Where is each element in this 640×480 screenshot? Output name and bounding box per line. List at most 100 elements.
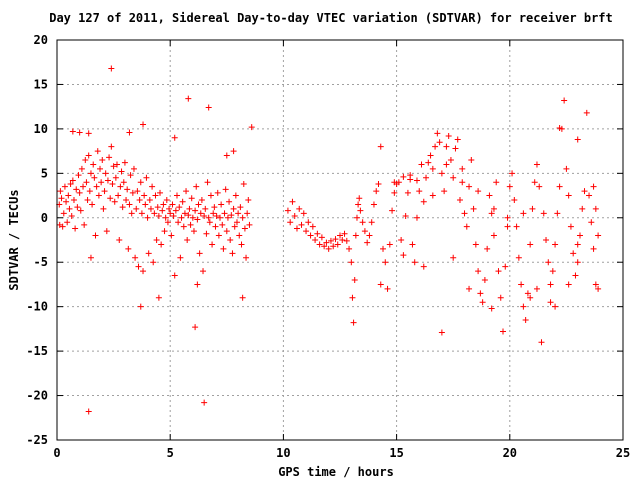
data-point bbox=[239, 214, 246, 221]
data-point bbox=[108, 143, 115, 150]
data-point bbox=[391, 179, 398, 186]
data-point bbox=[190, 228, 197, 235]
data-point bbox=[230, 205, 237, 212]
data-point bbox=[202, 205, 209, 212]
data-point bbox=[418, 161, 425, 168]
data-point bbox=[518, 281, 525, 288]
data-point bbox=[226, 198, 233, 205]
data-point bbox=[177, 254, 184, 261]
data-point bbox=[85, 152, 92, 159]
data-point bbox=[567, 223, 574, 230]
data-point bbox=[106, 154, 113, 161]
data-point bbox=[126, 129, 133, 136]
data-point bbox=[316, 241, 323, 248]
data-point bbox=[59, 223, 66, 230]
data-point bbox=[98, 179, 105, 186]
data-point bbox=[402, 213, 409, 219]
data-point bbox=[194, 216, 201, 223]
data-point bbox=[140, 268, 147, 275]
data-point bbox=[95, 192, 102, 199]
data-point bbox=[533, 161, 540, 168]
y-tick-label: -20 bbox=[26, 389, 48, 403]
data-point bbox=[107, 195, 114, 202]
data-point bbox=[87, 170, 94, 177]
data-point bbox=[490, 232, 497, 239]
data-point bbox=[141, 192, 148, 199]
data-point bbox=[155, 213, 162, 219]
data-point bbox=[89, 201, 96, 208]
data-point bbox=[454, 136, 461, 143]
data-point bbox=[132, 254, 139, 261]
data-point bbox=[332, 236, 339, 243]
data-point bbox=[210, 210, 217, 217]
data-point bbox=[140, 121, 147, 128]
data-point bbox=[103, 228, 110, 235]
data-point bbox=[466, 183, 473, 190]
data-point bbox=[438, 329, 445, 336]
data-point bbox=[429, 165, 436, 172]
data-point bbox=[420, 263, 427, 270]
data-point bbox=[513, 223, 520, 230]
data-point bbox=[83, 179, 90, 186]
data-point bbox=[76, 189, 83, 196]
data-point bbox=[172, 207, 179, 214]
data-point bbox=[181, 210, 188, 217]
data-point bbox=[123, 197, 130, 203]
data-point bbox=[289, 198, 296, 205]
data-point bbox=[58, 195, 65, 202]
data-point bbox=[80, 183, 87, 190]
data-point bbox=[171, 134, 178, 141]
data-point bbox=[204, 179, 211, 186]
data-point bbox=[92, 232, 99, 239]
data-point bbox=[130, 165, 137, 172]
data-point bbox=[72, 225, 79, 232]
y-tick-label: -10 bbox=[26, 300, 48, 314]
data-point bbox=[429, 192, 436, 199]
data-point bbox=[314, 230, 321, 237]
data-point bbox=[502, 263, 509, 270]
data-point bbox=[565, 192, 572, 199]
data-point bbox=[391, 189, 398, 196]
data-point bbox=[515, 254, 522, 261]
y-tick-label: 10 bbox=[34, 122, 48, 136]
data-point bbox=[572, 272, 579, 279]
data-point bbox=[375, 181, 382, 187]
data-point bbox=[63, 198, 70, 205]
data-point bbox=[205, 214, 212, 221]
data-point bbox=[595, 232, 602, 239]
data-point bbox=[574, 136, 581, 143]
data-point bbox=[118, 168, 125, 175]
data-point bbox=[411, 259, 418, 266]
data-point bbox=[284, 207, 291, 214]
data-point bbox=[170, 213, 177, 219]
data-point bbox=[341, 230, 348, 237]
data-point bbox=[116, 237, 123, 243]
data-point bbox=[543, 237, 550, 243]
data-point bbox=[377, 281, 384, 288]
data-point bbox=[445, 133, 452, 139]
data-point bbox=[330, 243, 337, 250]
data-point bbox=[477, 290, 484, 297]
data-point bbox=[443, 143, 450, 150]
data-point bbox=[361, 228, 368, 235]
data-point bbox=[108, 65, 115, 72]
data-point bbox=[409, 241, 416, 248]
data-point bbox=[193, 183, 200, 190]
data-point bbox=[351, 277, 358, 283]
data-point bbox=[246, 221, 253, 228]
data-point bbox=[325, 245, 332, 252]
data-point bbox=[162, 214, 169, 221]
data-point bbox=[545, 259, 552, 266]
data-point bbox=[570, 250, 577, 257]
data-point bbox=[592, 205, 599, 212]
data-point bbox=[69, 128, 76, 135]
data-point bbox=[73, 186, 80, 193]
data-point bbox=[556, 125, 563, 131]
data-point bbox=[111, 198, 118, 205]
data-point bbox=[307, 232, 314, 239]
data-point bbox=[68, 213, 75, 219]
data-point bbox=[590, 183, 597, 190]
data-point bbox=[398, 237, 405, 243]
data-point bbox=[129, 189, 136, 196]
data-point bbox=[126, 201, 133, 208]
